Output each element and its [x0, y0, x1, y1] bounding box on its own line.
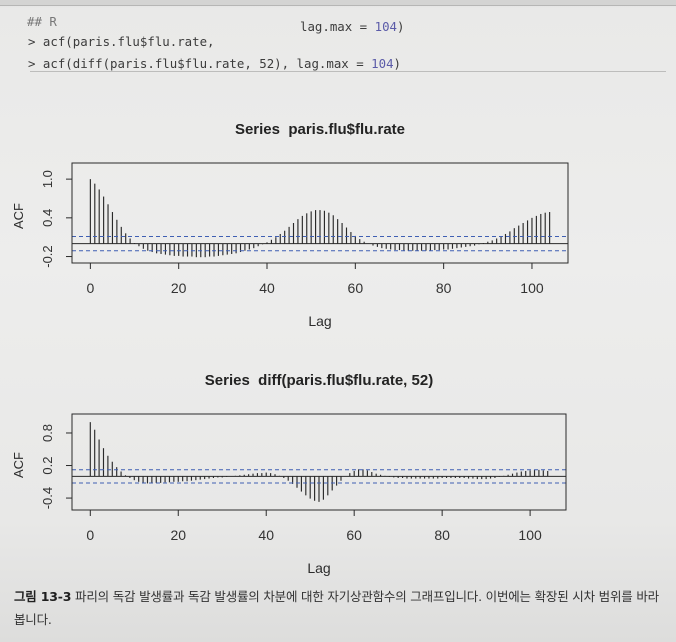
- y-tick-label: 0.8: [40, 424, 55, 442]
- x-tick-label: 80: [436, 280, 452, 296]
- plot-frame: [71, 162, 569, 264]
- code-arg-text: lag.max =: [300, 19, 375, 34]
- figure-number: 그림 13-3: [14, 589, 72, 604]
- code-number: 104: [371, 56, 394, 71]
- code-close-paren: ): [393, 56, 402, 71]
- figure-caption-text: 파리의 독감 발생률과 독감 발생률의 차분에 대한 자기상관함수의 그래프입니…: [14, 589, 659, 627]
- x-axis-label: Lag: [307, 560, 330, 576]
- y-tick-label: 0.2: [40, 456, 55, 474]
- plot-frame: [71, 413, 567, 511]
- x-tick-label: 40: [259, 280, 275, 296]
- y-tick-label: -0.2: [40, 245, 55, 267]
- x-tick-label: 0: [86, 527, 94, 543]
- y-tick-label: 1.0: [40, 170, 55, 188]
- x-tick-label: 80: [434, 527, 450, 543]
- x-tick-label: 100: [520, 280, 544, 296]
- code-line-2: > acf(diff(paris.flu$flu.rate, 52), lag.…: [28, 56, 401, 72]
- x-tick-label: 60: [348, 280, 364, 296]
- x-tick-label: 60: [346, 527, 362, 543]
- code-comment: ## R: [27, 14, 57, 29]
- y-axis-label: ACF: [11, 203, 26, 229]
- top-rule: [0, 0, 676, 6]
- x-tick-label: 20: [171, 280, 187, 296]
- code-call-text: > acf(diff(paris.flu$flu.rate, 52), lag.…: [28, 56, 372, 71]
- code-close-paren: ): [397, 19, 405, 34]
- chart-title: Series diff(paris.flu$flu.rate, 52): [205, 372, 433, 389]
- acf-chart-diff-52: Series diff(paris.flu$flu.rate, 52) 0 20 40…: [11, 372, 567, 576]
- code-line-1-call: > acf(paris.flu$flu.rate,: [28, 34, 215, 49]
- acf-figure: Series paris.flu$flu.rate 0 20 40 60 80 100 -0.…: [11, 121, 569, 576]
- chart-title: Series paris.flu$flu.rate: [235, 121, 405, 138]
- x-tick-label: 20: [170, 527, 186, 543]
- code-line-1-argument: lag.max = 104): [300, 19, 404, 35]
- figure-caption: 그림 13-3 파리의 독감 발생률과 독감 발생률의 차분에 대한 자기상관함…: [14, 585, 666, 631]
- x-tick-label: 100: [518, 527, 542, 543]
- x-tick-label: 40: [258, 527, 274, 543]
- code-divider: [30, 71, 666, 72]
- y-axis-label: ACF: [11, 452, 26, 478]
- x-tick-label: 0: [86, 280, 94, 296]
- x-axis-label: Lag: [308, 313, 331, 329]
- code-number: 104: [374, 19, 397, 34]
- acf-chart-flu-rate: Series paris.flu$flu.rate 0 20 40 60 80 100 -0.…: [11, 121, 569, 329]
- y-tick-label: 0.4: [40, 209, 55, 227]
- y-tick-label: -0.4: [40, 487, 55, 509]
